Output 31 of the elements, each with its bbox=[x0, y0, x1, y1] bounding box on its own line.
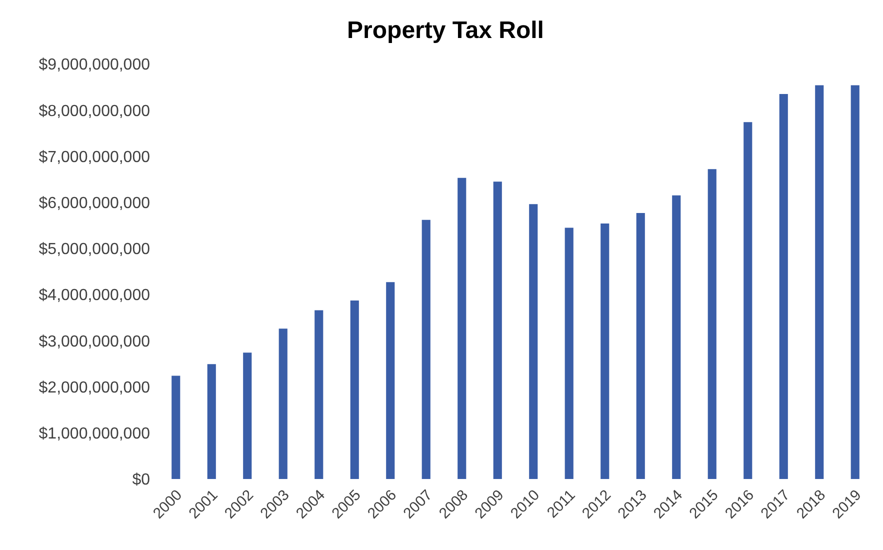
y-tick-label: $7,000,000,000 bbox=[38, 148, 150, 166]
bar bbox=[564, 228, 574, 479]
bar bbox=[529, 204, 538, 479]
y-tick-label: $4,000,000,000 bbox=[38, 287, 150, 304]
bar bbox=[243, 352, 252, 479]
bar bbox=[458, 178, 466, 479]
bar bbox=[744, 122, 752, 479]
bar bbox=[422, 220, 430, 479]
y-tick-label: $2,000,000,000 bbox=[38, 379, 150, 396]
chart-title: Property Tax Roll bbox=[346, 16, 545, 46]
y-tick-label: $5,000,000,000 bbox=[38, 241, 150, 258]
bar bbox=[278, 328, 288, 479]
bar bbox=[600, 224, 610, 479]
bar bbox=[172, 376, 180, 479]
y-tick-label: $0 bbox=[132, 472, 150, 489]
bar bbox=[708, 169, 716, 479]
y-tick-label: $8,000,000,000 bbox=[38, 102, 150, 120]
y-tick-label: $1,000,000,000 bbox=[38, 426, 150, 443]
y-tick-label: $9,000,000,000 bbox=[38, 56, 150, 74]
bar bbox=[779, 94, 788, 479]
bar bbox=[386, 282, 395, 479]
bar bbox=[493, 182, 502, 479]
bar bbox=[636, 212, 645, 479]
bar bbox=[207, 364, 216, 479]
y-tick-label: $6,000,000,000 bbox=[38, 195, 150, 212]
bar bbox=[815, 85, 824, 479]
bar bbox=[672, 195, 681, 479]
bar bbox=[850, 85, 860, 479]
bar bbox=[314, 310, 324, 479]
bar bbox=[350, 300, 359, 479]
y-tick-label: $3,000,000,000 bbox=[38, 333, 150, 350]
